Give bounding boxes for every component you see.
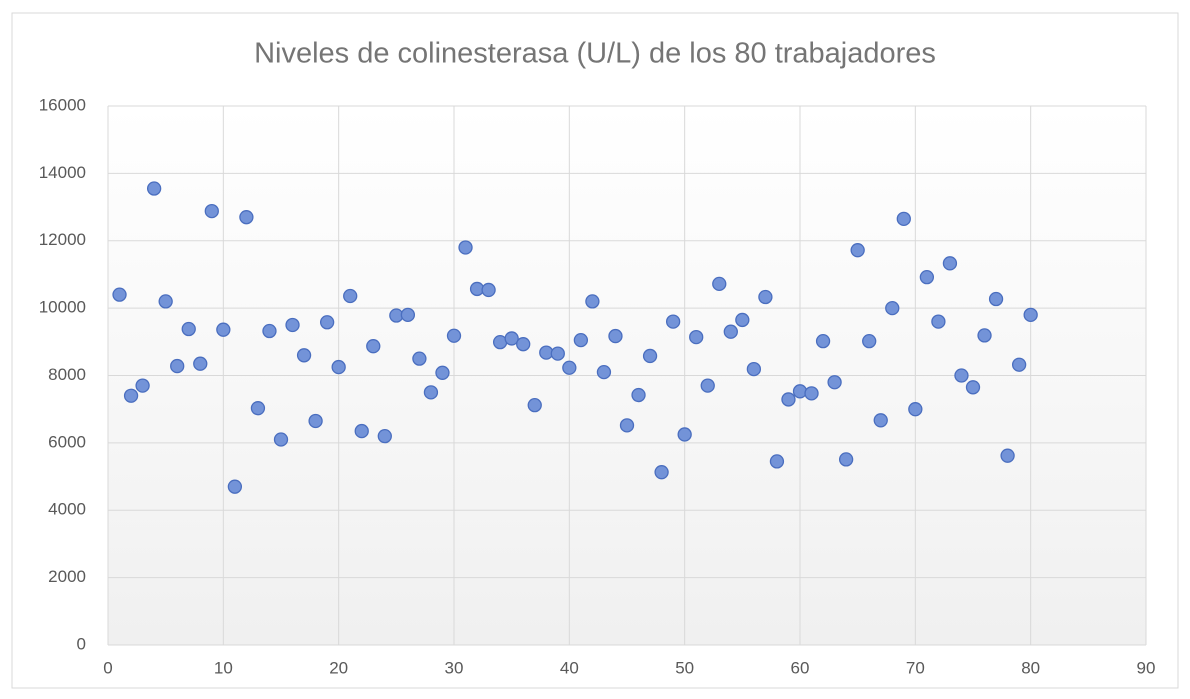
point [285, 317, 300, 333]
point [123, 388, 139, 403]
x-tick-label: 0 [103, 658, 112, 677]
point [977, 328, 992, 343]
point [689, 329, 704, 345]
y-tick-label: 2000 [48, 567, 86, 586]
point [642, 348, 658, 364]
point [873, 413, 888, 428]
point [377, 428, 392, 444]
chart-title: Niveles de colinesterasa (U/L) de los 80… [254, 38, 936, 70]
point [677, 427, 692, 442]
point [273, 432, 289, 447]
point [769, 454, 785, 469]
point [343, 288, 358, 304]
point [827, 375, 842, 390]
point [170, 358, 185, 374]
point [1000, 448, 1015, 463]
point [850, 243, 865, 258]
point [504, 331, 519, 346]
point [181, 321, 196, 337]
point [435, 365, 450, 380]
x-tick-label: 70 [906, 658, 925, 677]
point [631, 387, 646, 403]
point [481, 282, 496, 298]
point [965, 380, 981, 395]
point [758, 289, 773, 305]
point [815, 333, 831, 349]
point [665, 314, 681, 329]
point [227, 479, 243, 494]
point [896, 211, 911, 227]
point [1023, 307, 1038, 323]
point [458, 240, 473, 255]
point [908, 402, 923, 417]
point [596, 364, 612, 380]
y-tick-label: 12000 [39, 230, 86, 249]
point [654, 465, 669, 480]
x-tick-label: 10 [214, 658, 233, 677]
y-tick-label: 4000 [48, 500, 86, 519]
point [723, 324, 738, 339]
point [746, 361, 762, 377]
point [354, 423, 369, 439]
point [619, 418, 635, 433]
x-tick-label: 40 [560, 658, 579, 677]
point [885, 300, 900, 316]
point [527, 397, 542, 413]
point [585, 294, 600, 309]
point [146, 181, 162, 196]
point [608, 328, 623, 344]
y-tick-label: 0 [77, 634, 86, 653]
point [838, 452, 854, 467]
point [331, 359, 346, 375]
point [400, 307, 416, 323]
point [988, 291, 1004, 307]
point [296, 348, 312, 363]
x-tick-label: 60 [791, 658, 810, 677]
y-tick-label: 6000 [48, 432, 86, 451]
point [239, 210, 254, 225]
point [942, 256, 958, 271]
x-tick-label: 50 [675, 658, 694, 677]
point [366, 339, 381, 354]
point [412, 351, 427, 366]
point [193, 356, 208, 371]
point [319, 315, 335, 330]
point [712, 276, 727, 292]
point [216, 322, 231, 337]
x-tick-label: 90 [1137, 658, 1156, 677]
point [562, 360, 577, 375]
y-tick-label: 16000 [39, 95, 86, 114]
point [250, 401, 266, 416]
point [204, 203, 219, 219]
point [735, 312, 750, 328]
y-tick-label: 10000 [39, 298, 86, 317]
point [262, 323, 277, 339]
point [954, 368, 969, 383]
point [423, 385, 439, 400]
point [516, 337, 531, 352]
point [308, 413, 323, 429]
point [158, 294, 173, 309]
point [112, 287, 127, 302]
point [135, 378, 150, 393]
point [862, 333, 877, 349]
point [919, 269, 935, 285]
y-tick-label: 14000 [39, 163, 86, 182]
point [792, 384, 808, 399]
point [573, 332, 589, 348]
x-tick-label: 20 [329, 658, 348, 677]
point [700, 378, 715, 393]
point [781, 392, 796, 407]
x-tick-label: 80 [1021, 658, 1040, 677]
point [804, 386, 819, 401]
point [550, 346, 565, 361]
point [931, 314, 946, 329]
point [446, 328, 462, 343]
y-tick-label: 8000 [48, 365, 86, 384]
x-tick-label: 30 [445, 658, 464, 677]
point [1011, 357, 1027, 372]
